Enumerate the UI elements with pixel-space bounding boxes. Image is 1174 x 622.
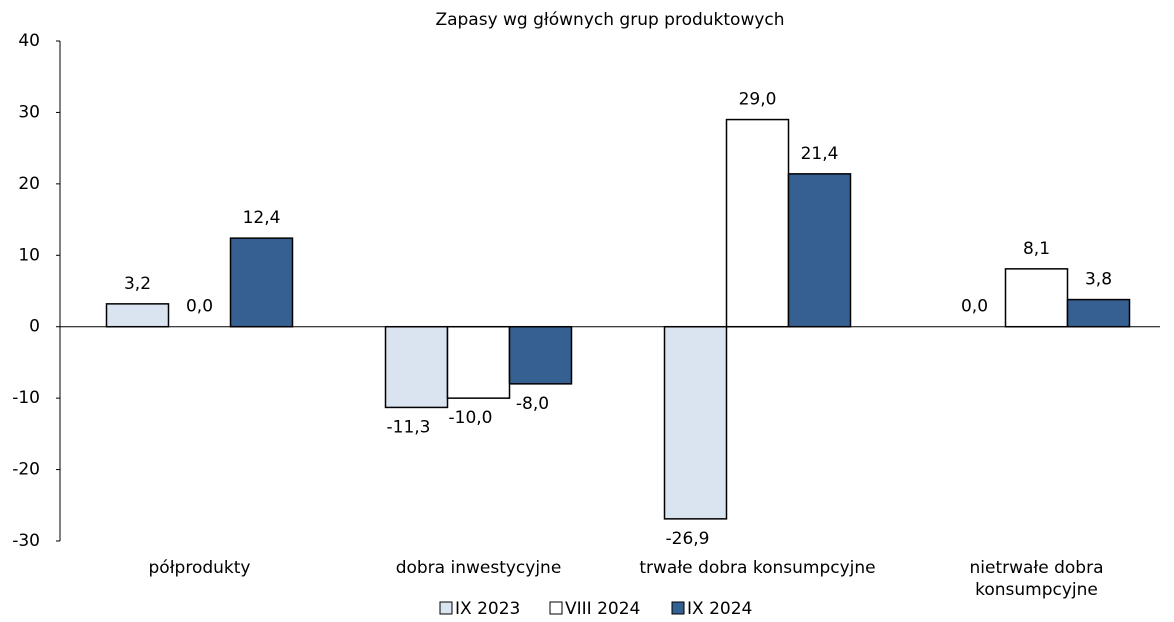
x-tick-label: trwałe dobra konsumpcyjne (639, 558, 876, 578)
data-label: -26,9 (666, 529, 710, 549)
legend-label: IX 2023 (455, 599, 520, 619)
chart-title: Zapasy wg głównych grup produktowych (435, 10, 784, 30)
x-tick-label-box: półprodukty (148, 558, 251, 578)
bar (229, 237, 294, 328)
data-label: 8,1 (1023, 239, 1050, 259)
x-tick-label-box: trwałe dobra konsumpcyjne (639, 558, 876, 578)
data-label: 21,4 (801, 144, 839, 164)
y-tick-label: 40 (18, 31, 40, 51)
x-tick-label-box: dobra inwestycyjne (395, 558, 562, 578)
y-tick-label: -10 (12, 388, 40, 408)
bar (446, 325, 511, 399)
x-tick-label: nietrwałe dobra konsumpcyjne (969, 558, 1104, 600)
y-tick-label: 20 (18, 174, 40, 194)
data-label: 3,2 (124, 274, 151, 294)
y-tick-label: 0 (29, 317, 40, 337)
x-tick-label: dobra inwestycyjne (395, 558, 562, 578)
bar (787, 173, 852, 328)
data-label: -10,0 (449, 408, 493, 428)
data-label: -8,0 (516, 394, 549, 414)
data-label: 12,4 (243, 208, 281, 228)
bar (725, 118, 790, 328)
legend-swatch (549, 601, 563, 615)
legend-label: VIII 2024 (565, 599, 640, 619)
bar (105, 303, 170, 328)
x-tick-label-box: nietrwałe dobra konsumpcyjne (969, 558, 1104, 600)
bar (508, 325, 573, 385)
data-label: 0,0 (186, 297, 213, 317)
data-label: 0,0 (961, 297, 988, 317)
legend-swatch (671, 601, 685, 615)
y-tick-label: 30 (18, 102, 40, 122)
x-tick-label: półprodukty (148, 558, 251, 578)
y-tick-label: -30 (12, 531, 40, 551)
data-label: 29,0 (739, 90, 777, 110)
legend-label: IX 2024 (687, 599, 752, 619)
data-label: 3,8 (1085, 270, 1112, 290)
y-tick-label: 10 (18, 245, 40, 265)
bar (1004, 268, 1069, 328)
bar (663, 325, 728, 520)
legend-swatch (439, 601, 453, 615)
data-label: -11,3 (387, 417, 431, 437)
bar (1066, 298, 1131, 328)
bar (384, 325, 449, 409)
y-tick-label: -20 (12, 460, 40, 480)
